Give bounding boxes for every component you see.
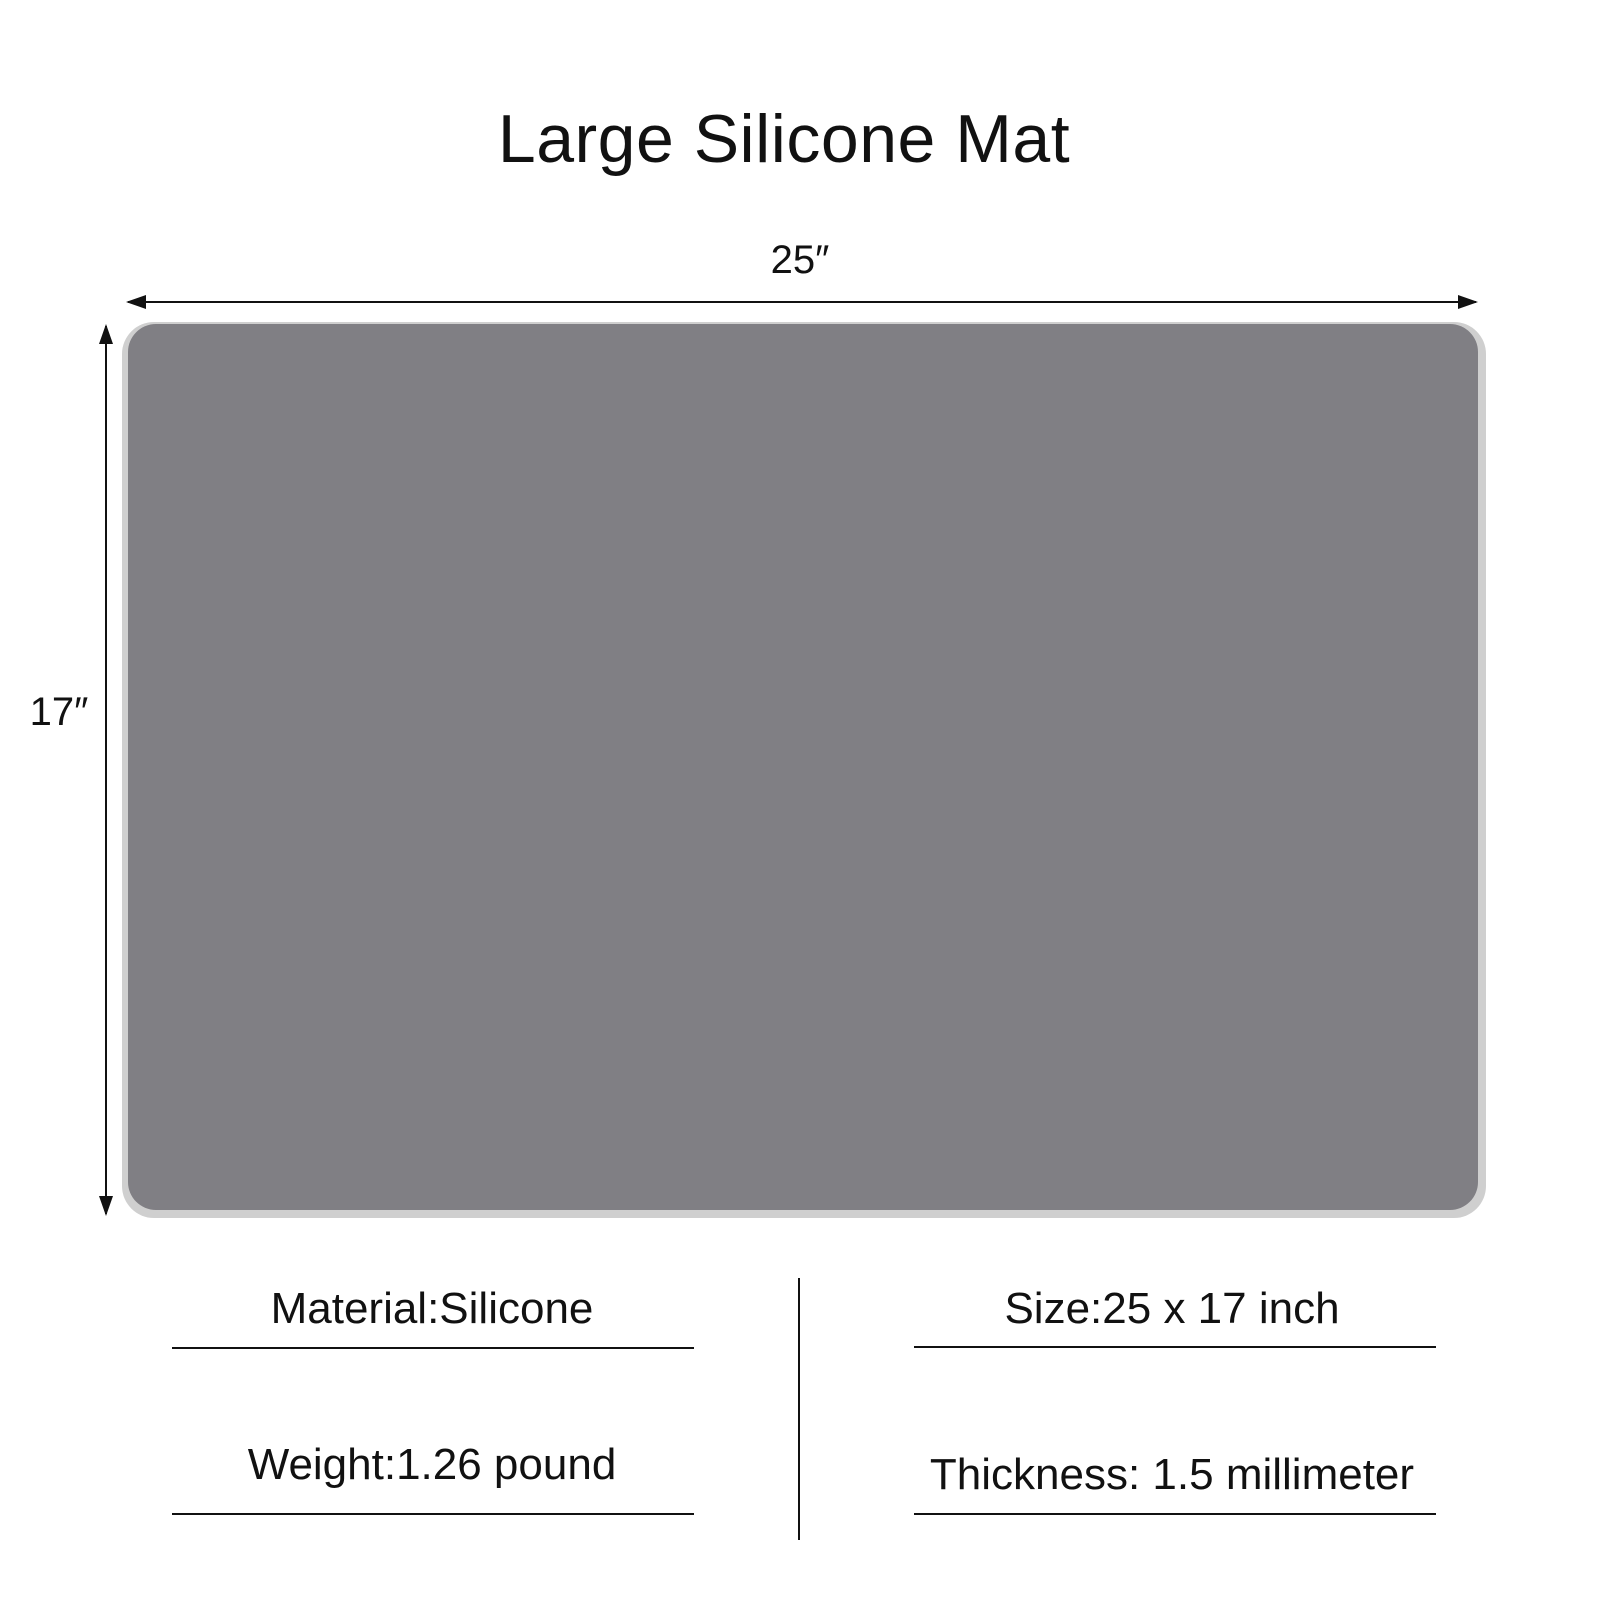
arrow-down-icon: [99, 1196, 113, 1216]
arrow-up-icon: [99, 324, 113, 344]
page-title: Large Silicone Mat: [497, 101, 1071, 177]
spec-weight: Weight:1.26 pound: [247, 1440, 617, 1489]
width-dimension-arrow: [126, 295, 1478, 309]
arrow-right-icon: [1458, 295, 1478, 309]
spec-material-underline: [172, 1347, 694, 1349]
spec-size: Size:25 x 17 inch: [1004, 1284, 1340, 1333]
silicone-mat-image: [128, 324, 1478, 1210]
height-dimension-arrow: [99, 324, 113, 1216]
spec-thickness: Thickness: 1.5 millimeter: [929, 1450, 1415, 1499]
spec-weight-underline: [172, 1513, 694, 1515]
spec-thickness-underline: [914, 1513, 1436, 1515]
arrow-left-icon: [126, 295, 146, 309]
column-divider: [798, 1278, 800, 1540]
spec-material: Material:Silicone: [270, 1284, 594, 1333]
width-dimension-label: 25″: [770, 238, 830, 282]
spec-size-underline: [914, 1346, 1436, 1348]
height-dimension-label: 17″: [29, 690, 89, 734]
